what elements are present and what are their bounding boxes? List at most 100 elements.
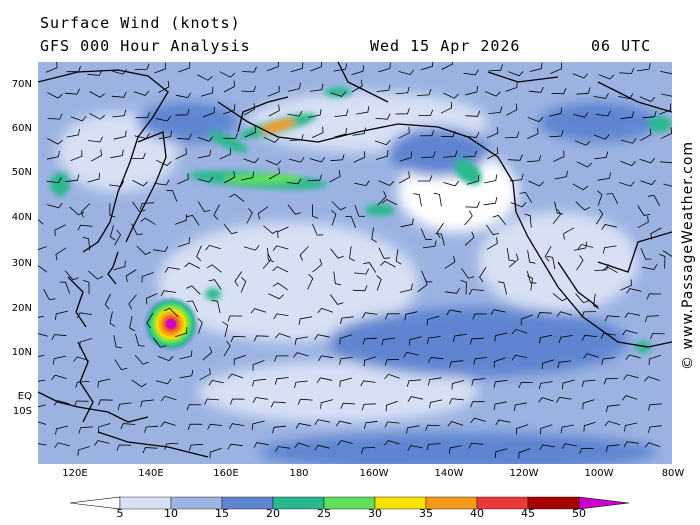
wind-barb: [509, 173, 524, 182]
wind-barb: [38, 316, 44, 318]
wind-barb: [538, 381, 553, 390]
credit-text: © www.PassageWeather.com: [680, 140, 696, 370]
wind-barb: [334, 127, 347, 138]
wind-barb: [308, 109, 322, 118]
wind-barb: [230, 335, 246, 342]
wind-barb: [55, 425, 69, 435]
wind-barb: [318, 355, 334, 362]
wind-barb: [109, 224, 116, 241]
wind-barb: [572, 183, 589, 191]
wind-barb: [333, 63, 348, 72]
wind-barb: [135, 111, 150, 119]
wind-barb: [642, 264, 658, 270]
lon-label: 140E: [138, 468, 164, 479]
wind-barb: [293, 352, 309, 358]
scale-label: 20: [266, 507, 280, 520]
wind-barb: [384, 421, 400, 428]
wind-barb: [66, 128, 80, 138]
wind-barb: [38, 354, 45, 358]
lon-label: 120W: [509, 468, 539, 479]
wind-barb: [604, 420, 621, 427]
wind-barb: [511, 354, 528, 361]
wind-barb: [518, 448, 531, 459]
wind-barb: [418, 109, 434, 116]
wind-map[interactable]: [38, 62, 672, 464]
wind-barb: [97, 378, 111, 388]
wind-barb: [229, 398, 245, 405]
scale-label: 5: [116, 507, 124, 520]
wind-barb: [601, 224, 617, 230]
wind-barb: [208, 379, 224, 386]
wind-barb: [361, 447, 376, 454]
wind-barb: [520, 314, 533, 326]
lat-label: 20N: [11, 303, 32, 314]
wind-barb: [222, 321, 229, 337]
wind-barb: [82, 236, 91, 251]
wind-barb: [244, 103, 256, 116]
wind-barb: [451, 380, 465, 390]
wind-barb: [331, 201, 347, 211]
wind-barb: [544, 246, 552, 262]
wind-barb: [554, 170, 568, 180]
wind-barb: [562, 379, 575, 390]
wind-barb: [659, 161, 672, 164]
wind-barb: [263, 225, 278, 234]
lon-label: 80W: [661, 468, 685, 479]
wind-barb: [270, 401, 286, 408]
wind-barb: [272, 245, 289, 251]
wind-barb: [518, 382, 534, 389]
wind-barb: [560, 424, 575, 433]
wind-barb: [152, 337, 167, 348]
wind-barb: [312, 126, 324, 138]
wind-barb: [557, 360, 572, 369]
wind-barb: [621, 395, 638, 401]
wind-barb: [637, 63, 651, 72]
wind-barb: [490, 309, 506, 316]
lat-label: 10N: [11, 347, 32, 358]
wind-barb: [398, 126, 410, 139]
wind-barb: [109, 203, 116, 218]
wind-barb: [108, 180, 125, 187]
wind-barb: [601, 357, 616, 365]
wind-barb: [158, 130, 173, 140]
wind-barb: [275, 446, 291, 452]
wind-barb: [605, 404, 620, 413]
wind-barb: [528, 86, 544, 93]
wind-barb: [154, 62, 167, 74]
wind-barb: [494, 448, 508, 458]
wind-barb: [287, 204, 302, 215]
wind-barb: [349, 246, 355, 262]
wind-barb: [179, 350, 193, 360]
wind-barb: [484, 174, 498, 184]
wind-barb: [546, 255, 556, 270]
wind-barb: [461, 268, 475, 279]
wind-barb: [360, 380, 376, 387]
lat-label: 60N: [11, 123, 32, 134]
wind-barb: [440, 131, 456, 138]
wind-barb: [38, 404, 46, 408]
wind-barb: [624, 312, 640, 319]
wind-barb: [233, 355, 246, 366]
wind-barb: [527, 154, 542, 163]
wind-barb: [493, 380, 508, 388]
wind-barb: [287, 82, 301, 92]
wind-barb: [164, 307, 179, 318]
wind-barb: [581, 379, 596, 388]
wind-barb: [307, 174, 323, 181]
lat-label: 70N: [11, 79, 32, 90]
wind-barb: [135, 333, 145, 347]
wind-barb: [506, 248, 516, 262]
wind-barb: [426, 443, 441, 451]
scale-label: 10: [164, 507, 178, 520]
wind-barb: [273, 313, 289, 320]
wind-barb: [447, 421, 464, 427]
wind-barb: [541, 359, 555, 370]
wind-barb: [581, 334, 597, 341]
wind-barb: [574, 241, 588, 251]
wind-barb: [527, 275, 533, 291]
wind-barb: [488, 64, 503, 72]
wind-barb: [158, 80, 170, 93]
scale-label: 15: [215, 507, 229, 520]
wind-barb: [505, 81, 518, 92]
wind-barb: [330, 248, 344, 259]
